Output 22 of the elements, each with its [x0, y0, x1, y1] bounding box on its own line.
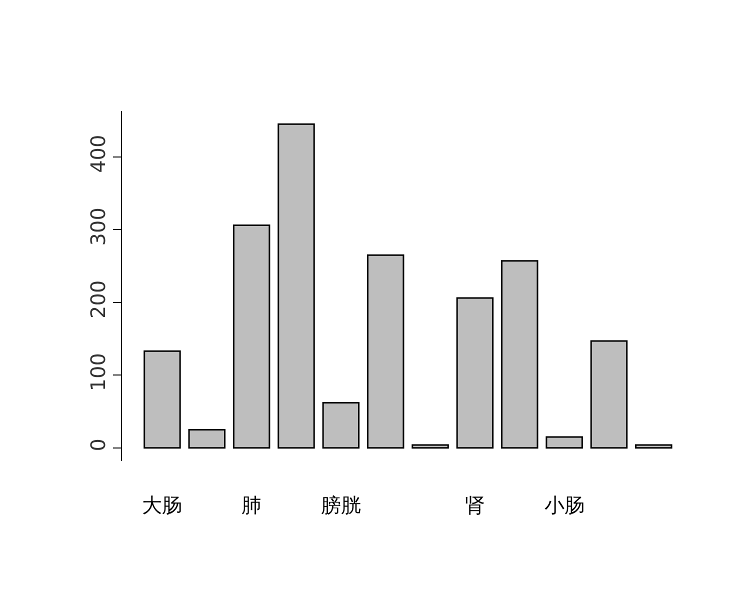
bar: [278, 123, 315, 449]
bar: [412, 444, 449, 449]
y-tick-label: 300: [86, 208, 110, 246]
bar: [188, 428, 226, 449]
x-tick-label: 肾: [464, 493, 485, 517]
bar: [501, 260, 538, 449]
bar: [322, 402, 360, 449]
x-tick-label: 膀胱: [320, 493, 361, 517]
x-tick-label: 小肠: [544, 493, 584, 517]
bar: [546, 436, 583, 449]
y-tick-label: 100: [86, 353, 110, 392]
x-tick-label: 大肠: [142, 493, 182, 517]
bar: [456, 297, 494, 449]
x-tick-label: 肺: [242, 493, 262, 517]
bar: [366, 254, 404, 449]
y-tick-label: 0: [86, 438, 110, 452]
bar: [590, 340, 628, 449]
y-tick-label: 400: [86, 134, 110, 173]
y-tick-label: 200: [86, 280, 110, 318]
bar: [232, 224, 270, 449]
bar: [144, 350, 181, 449]
bar: [635, 444, 672, 449]
